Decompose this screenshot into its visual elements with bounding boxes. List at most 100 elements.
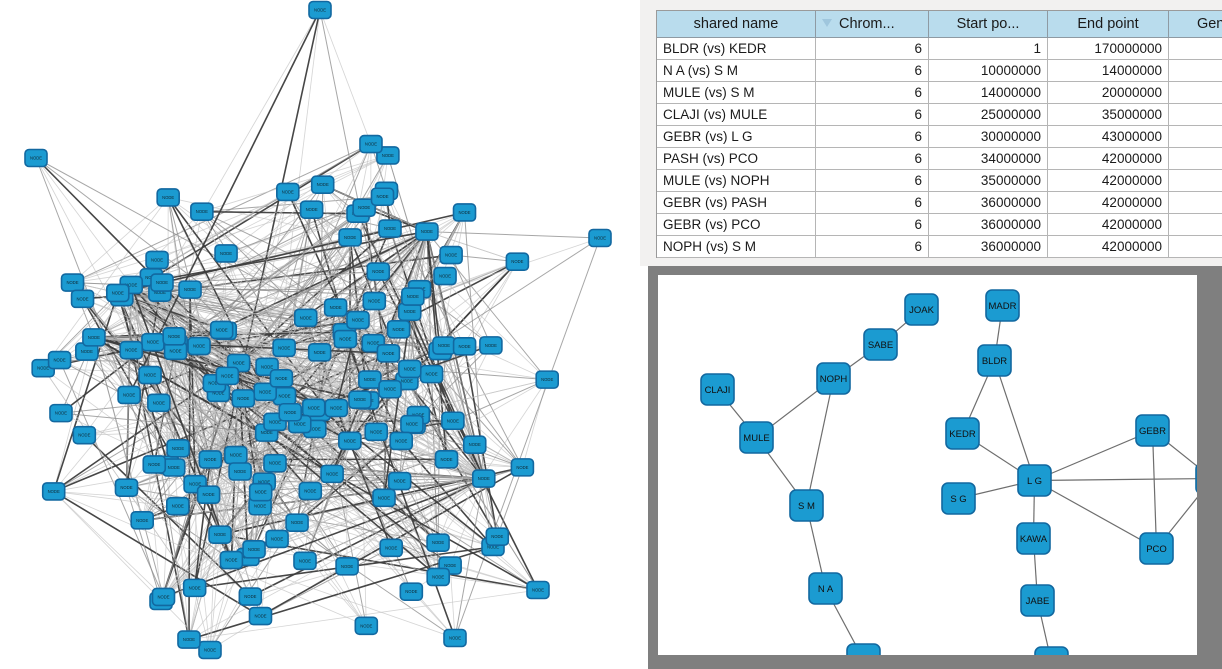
- cell-genetic[interactable]: 8.4: [1168, 213, 1222, 236]
- node-shape[interactable]: [1020, 584, 1055, 617]
- table-container[interactable]: shared name Chrom... Start po... End poi…: [656, 10, 1222, 258]
- node-shape[interactable]: [977, 344, 1012, 377]
- edge[interactable]: [52, 292, 119, 492]
- edge[interactable]: [125, 292, 161, 488]
- cell-shared_name[interactable]: N A (vs) S M: [657, 59, 816, 82]
- cell-genetic[interactable]: 10.5: [1168, 169, 1222, 192]
- edge[interactable]: [117, 211, 465, 294]
- network-node[interactable]: [151, 587, 176, 607]
- network-node[interactable]: [510, 458, 535, 477]
- edge[interactable]: [42, 197, 169, 369]
- edge[interactable]: [304, 473, 333, 561]
- network-node[interactable]: [190, 202, 214, 222]
- edge[interactable]: [130, 284, 162, 602]
- node-shape[interactable]: [808, 572, 843, 605]
- edge-NOPH-SM[interactable]: [805, 378, 835, 506]
- node-shape[interactable]: [1139, 532, 1174, 565]
- network-node[interactable]: [119, 340, 144, 360]
- cell-shared_name[interactable]: GEBR (vs) L G: [657, 125, 816, 148]
- big-network-canvas[interactable]: NODE NODE NODE NODE NODE NODE NODE NODE NODE NODE…: [0, 0, 640, 669]
- network-node[interactable]: [505, 252, 530, 272]
- cell-end_point[interactable]: 42000000: [1047, 191, 1169, 214]
- cell-genetic[interactable]: 7.5: [1168, 81, 1222, 104]
- edge[interactable]: [72, 282, 239, 364]
- edge[interactable]: [128, 9, 321, 396]
- network-node[interactable]: [150, 273, 174, 292]
- network-node[interactable]: [397, 359, 422, 379]
- network-node[interactable]: [162, 327, 186, 346]
- edge[interactable]: [189, 289, 196, 485]
- cell-genetic[interactable]: 9.9: [1168, 235, 1222, 258]
- table-row[interactable]: GEBR (vs) L G6300000004300000016.9: [657, 125, 1222, 148]
- network-node[interactable]: [401, 287, 425, 306]
- table-row[interactable]: PASH (vs) PCO6340000004200000011.4: [657, 147, 1222, 170]
- node-shape[interactable]: [1017, 464, 1052, 497]
- edge[interactable]: [53, 491, 164, 598]
- table-row[interactable]: N A (vs) S M610000000140000006.6: [657, 59, 1222, 82]
- edge[interactable]: [426, 231, 518, 263]
- cell-start_point[interactable]: 35000000: [928, 169, 1048, 192]
- edge[interactable]: [53, 490, 261, 617]
- network-node[interactable]: [443, 628, 467, 648]
- network-node[interactable]: [299, 200, 324, 219]
- edge[interactable]: [72, 155, 389, 283]
- network-node[interactable]: [166, 496, 190, 516]
- edge[interactable]: [161, 9, 321, 283]
- cell-chromosome[interactable]: 6: [815, 235, 929, 258]
- network-node[interactable]: [335, 556, 359, 576]
- network-node[interactable]: [354, 616, 379, 636]
- cell-end_point[interactable]: 42000000: [1047, 147, 1169, 170]
- edge[interactable]: [219, 444, 475, 536]
- cell-start_point[interactable]: 10000000: [928, 59, 1048, 82]
- edge[interactable]: [130, 284, 233, 561]
- edge[interactable]: [193, 459, 212, 588]
- cell-shared_name[interactable]: GEBR (vs) PCO: [657, 213, 816, 236]
- edge[interactable]: [158, 184, 324, 404]
- edge[interactable]: [319, 9, 372, 145]
- edge[interactable]: [437, 379, 548, 543]
- cell-genetic[interactable]: 6.6: [1168, 59, 1222, 82]
- table-row[interactable]: GEBR (vs) PASH636000000420000008.9: [657, 191, 1222, 214]
- edge[interactable]: [284, 347, 410, 370]
- network-node[interactable]: [248, 482, 273, 502]
- network-node[interactable]: [24, 148, 48, 168]
- edge[interactable]: [72, 231, 427, 283]
- network-node[interactable]: [346, 310, 370, 330]
- network-node[interactable]: [378, 379, 402, 399]
- edge[interactable]: [121, 143, 372, 298]
- edge[interactable]: [53, 397, 244, 492]
- network-node[interactable]: [588, 228, 612, 248]
- network-node[interactable]: [364, 422, 389, 442]
- edge[interactable]: [35, 157, 132, 286]
- node-shape[interactable]: [789, 489, 824, 522]
- node-shape[interactable]: [1135, 414, 1170, 447]
- cell-shared_name[interactable]: GEBR (vs) PASH: [657, 191, 816, 214]
- network-node[interactable]: [272, 338, 296, 358]
- edge[interactable]: [283, 231, 428, 349]
- cell-end_point[interactable]: 42000000: [1047, 169, 1169, 192]
- edge[interactable]: [131, 230, 428, 286]
- edge[interactable]: [426, 231, 441, 352]
- network-node[interactable]: [293, 308, 318, 328]
- cell-chromosome[interactable]: 6: [815, 37, 929, 60]
- network-node-lg[interactable]: L G: [1017, 464, 1052, 497]
- genetic-association-table[interactable]: shared name Chrom... Start po... End poi…: [657, 11, 1222, 258]
- node-shape[interactable]: [700, 373, 735, 406]
- table-row[interactable]: BLDR (vs) KEDR61170000000192.0: [657, 37, 1222, 60]
- edge[interactable]: [141, 350, 176, 521]
- network-node[interactable]: [526, 580, 550, 600]
- edge[interactable]: [452, 345, 492, 421]
- network-node[interactable]: [362, 291, 387, 311]
- network-node[interactable]: [177, 630, 201, 649]
- network-node[interactable]: [439, 245, 463, 265]
- edge-LG-PASH[interactable]: [1034, 478, 1198, 482]
- edge[interactable]: [249, 477, 485, 598]
- network-node-gebr[interactable]: GEBR: [1135, 414, 1170, 447]
- network-node[interactable]: [276, 182, 300, 202]
- column-header-chromosome[interactable]: Chrom...: [815, 11, 929, 38]
- network-node[interactable]: [359, 134, 383, 154]
- column-header-shared-name[interactable]: shared name: [657, 11, 816, 38]
- network-node-pash[interactable]: PASH: [1195, 463, 1197, 494]
- edge[interactable]: [373, 300, 413, 425]
